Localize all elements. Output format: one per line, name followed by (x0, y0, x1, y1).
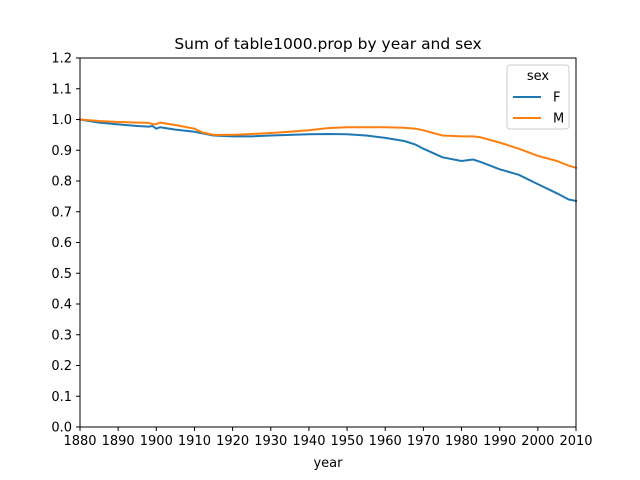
x-tick-label: 1930 (254, 434, 287, 449)
x-tick-label: 1970 (407, 434, 440, 449)
y-tick-label: 0.3 (51, 328, 72, 343)
y-tick-label: 0.8 (51, 175, 72, 190)
chart-title: Sum of table1000.prop by year and sex (174, 35, 481, 53)
y-tick-label: 0.5 (51, 267, 72, 282)
x-axis: 1880 1890 1900 1910 1920 1930 1940 1950 1960 1970… (63, 427, 593, 449)
y-tick-label: 0.6 (51, 236, 72, 251)
y-tick-label: 1.0 (51, 113, 72, 128)
x-tick-label: 1880 (63, 434, 96, 449)
x-tick-label: 1950 (331, 434, 364, 449)
x-tick-label: 1990 (483, 434, 516, 449)
y-tick-label: 0.7 (51, 205, 72, 220)
x-tick-label: 1980 (445, 434, 478, 449)
x-axis-title: year (313, 456, 343, 471)
legend-label-m: M (553, 112, 564, 127)
legend-title: sex (527, 69, 550, 84)
x-tick-label: 1900 (140, 434, 173, 449)
legend: sex FM (506, 64, 570, 130)
x-tick-label: 1960 (369, 434, 402, 449)
series-line-f (78, 118, 578, 203)
y-tick-label: 0.0 (51, 421, 72, 436)
x-tick-label: 2000 (521, 434, 554, 449)
x-tick-label: 1910 (178, 434, 211, 449)
x-tick-label: 1920 (216, 434, 249, 449)
y-tick-label: 0.2 (51, 359, 72, 374)
series-layer (78, 118, 578, 203)
legend-label-f: F (553, 91, 560, 106)
x-tick-label: 1890 (102, 434, 135, 449)
legend-items: FM (513, 91, 564, 127)
x-tick-label: 1940 (292, 434, 325, 449)
y-tick-label: 0.9 (51, 144, 72, 159)
x-tick-label: 2010 (559, 434, 592, 449)
y-tick-label: 0.1 (51, 390, 72, 405)
series-line-m (78, 118, 578, 170)
y-tick-label: 0.4 (51, 298, 72, 313)
y-tick-label: 1.2 (51, 52, 72, 67)
y-axis: 0.0 0.1 0.2 0.3 0.4 0.5 0.6 0.7 0.8 0.9 1.0 1.1 1.2 (51, 52, 80, 436)
y-tick-label: 1.1 (51, 82, 72, 97)
